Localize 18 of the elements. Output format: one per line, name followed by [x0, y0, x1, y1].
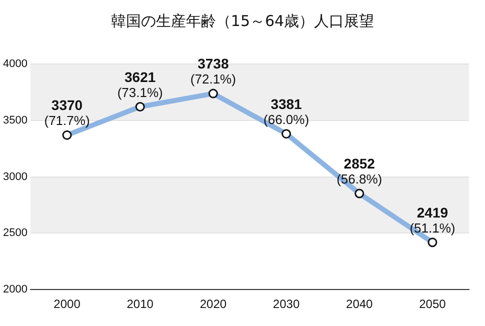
y-tick-label: 2000: [2, 284, 28, 296]
data-label: 3370 (71.7%): [44, 97, 90, 128]
chart-title: 韓国の生産年齢（15～64歳）人口展望: [110, 12, 376, 31]
data-label: 3738 (72.1%): [190, 56, 236, 87]
data-label: 3621 (73.1%): [117, 68, 163, 100]
x-tick-label: 2010: [126, 297, 154, 312]
data-label: 2419 (51.1%): [410, 204, 456, 236]
x-tick-label: 2030: [272, 297, 300, 312]
x-tick-label: 2000: [54, 297, 81, 312]
x-tick-label: 2020: [200, 297, 227, 312]
x-tick-label: 2050: [419, 297, 446, 312]
y-tick-label: 3000: [2, 170, 28, 183]
data-label: 2852 (56.8%): [336, 155, 382, 186]
y-tick-label: 3500: [2, 114, 28, 126]
y-tick-label: 4000: [2, 58, 28, 70]
x-tick-label: 2040: [346, 297, 374, 312]
y-tick-label: 2500: [2, 227, 28, 240]
data-label: 3381 (66.0%): [264, 96, 310, 127]
